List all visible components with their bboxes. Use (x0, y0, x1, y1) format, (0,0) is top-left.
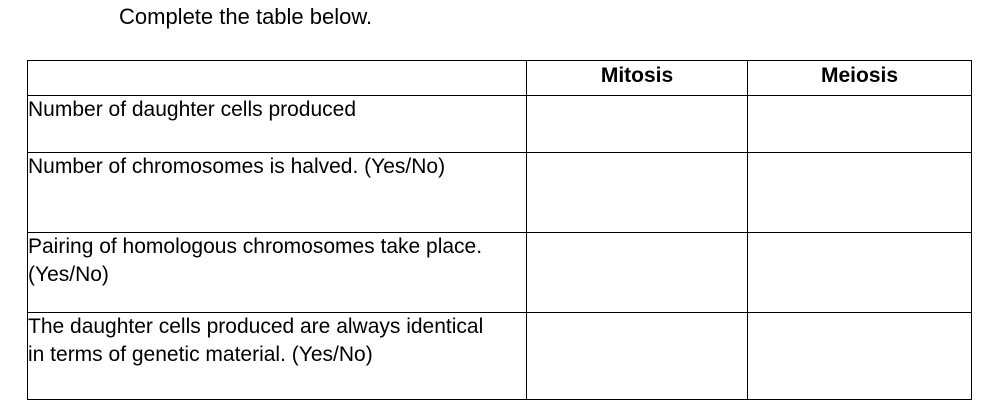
header-meiosis: Meiosis (747, 60, 972, 96)
mitosis-answer-cell[interactable] (526, 312, 748, 400)
mitosis-answer-cell[interactable] (526, 232, 748, 313)
header-blank-cell (27, 60, 527, 96)
mitosis-answer-cell[interactable] (526, 95, 748, 153)
table-row: Number of chromosomes is halved. (Yes/No… (27, 152, 972, 233)
mitosis-answer-cell[interactable] (526, 152, 748, 233)
meiosis-answer-cell[interactable] (747, 312, 972, 400)
meiosis-answer-cell[interactable] (747, 152, 972, 233)
header-row: Mitosis Meiosis (27, 60, 972, 96)
row-label: Number of daughter cells produced (27, 95, 527, 153)
comparison-table: Mitosis Meiosis Number of daughter cells… (27, 60, 972, 400)
meiosis-answer-cell[interactable] (747, 232, 972, 313)
row-label: Pairing of homologous chromosomes take p… (27, 232, 527, 313)
table-row: The daughter cells produced are always i… (27, 312, 972, 400)
row-label: Number of chromosomes is halved. (Yes/No… (27, 152, 527, 233)
row-label: The daughter cells produced are always i… (27, 312, 527, 400)
header-mitosis: Mitosis (526, 60, 748, 96)
meiosis-answer-cell[interactable] (747, 95, 972, 153)
instruction-text: Complete the table below. (119, 4, 373, 29)
table-row: Pairing of homologous chromosomes take p… (27, 232, 972, 313)
table-row: Number of daughter cells produced (27, 95, 972, 153)
